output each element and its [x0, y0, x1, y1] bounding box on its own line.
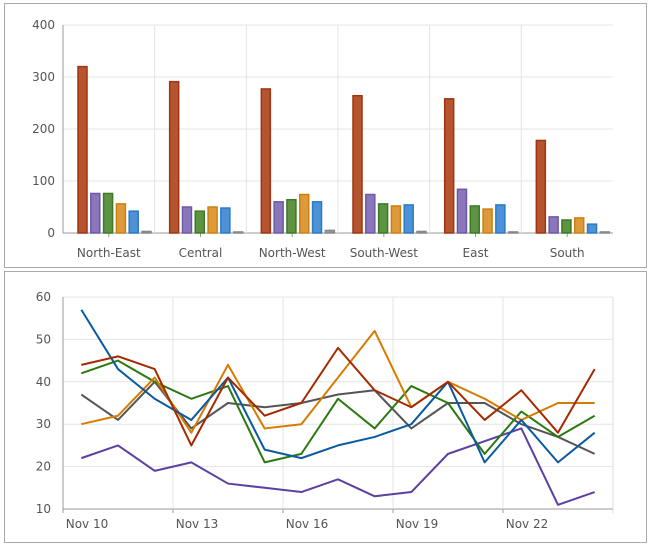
bar: [324, 229, 336, 234]
x-tick-label: Central: [179, 246, 223, 260]
x-tick-label: East: [463, 246, 489, 260]
y-tick-label: 300: [32, 70, 55, 84]
bar: [141, 230, 152, 234]
bar: [561, 219, 572, 234]
x-tick-label: South: [550, 246, 585, 260]
line-chart: 10 20 30 40 50 60 Nov 10 Nov 13 Nov 16 Nov 19 Nov …: [36, 290, 614, 531]
bar: [416, 230, 427, 234]
bar: [443, 98, 455, 234]
x-tick-label: South-West: [350, 246, 419, 260]
y-tick-label: 400: [32, 18, 55, 32]
bar: [311, 201, 323, 234]
bar: [365, 193, 376, 234]
bar: [469, 205, 481, 234]
y-tick-label: 10: [36, 502, 51, 516]
bar: [352, 94, 363, 234]
series-line: [81, 346, 596, 447]
bar: [220, 207, 231, 234]
x-tick-label: Nov 16: [286, 517, 329, 531]
bar: [260, 88, 272, 234]
bar: [232, 231, 244, 234]
bar: [377, 203, 389, 234]
bar: [181, 206, 193, 234]
x-tick-label: Nov 13: [176, 517, 219, 531]
bar: [207, 206, 218, 234]
line-chart-panel: 10 20 30 40 50 60 Nov 10 Nov 13 Nov 16 Nov 19 Nov …: [4, 271, 647, 543]
bar: [548, 216, 559, 234]
x-tick-label: North-East: [77, 246, 141, 260]
bar: [535, 139, 547, 234]
bar: [507, 231, 519, 234]
bar: [286, 198, 297, 234]
y-tick-label: 200: [32, 122, 55, 136]
bar: [194, 210, 206, 234]
bar-chart: 0 100 200 300 400 North-East Central North-West…: [32, 18, 613, 260]
y-tick-label: 60: [36, 290, 51, 304]
x-tick-label: North-West: [259, 246, 326, 260]
x-tick-label: Nov 10: [66, 517, 109, 531]
bar: [599, 231, 611, 234]
y-tick-label: 20: [36, 460, 51, 474]
bar: [115, 203, 127, 234]
bar: [298, 193, 310, 234]
y-tick-label: 100: [32, 174, 55, 188]
bar: [495, 204, 506, 234]
bar: [586, 223, 598, 234]
bar: [573, 217, 585, 234]
bar-chart-panel: 0 100 200 300 400 North-East Central North-West…: [4, 3, 647, 268]
bar: [168, 80, 180, 234]
bar: [482, 208, 493, 234]
y-tick-label: 50: [36, 332, 51, 346]
bar: [77, 65, 88, 234]
y-tick-label: 30: [36, 417, 51, 431]
bar: [403, 204, 414, 234]
x-tick-label: Nov 22: [506, 517, 549, 531]
bar: [128, 210, 139, 234]
series-line: [80, 309, 596, 464]
bar: [390, 205, 402, 234]
bar: [102, 192, 114, 234]
bar: [456, 188, 468, 234]
y-tick-label: 40: [36, 375, 51, 389]
bar: [90, 192, 101, 234]
series-line: [81, 359, 596, 464]
y-tick-label: 0: [47, 226, 55, 240]
x-tick-label: Nov 19: [396, 517, 439, 531]
bar: [273, 201, 284, 234]
